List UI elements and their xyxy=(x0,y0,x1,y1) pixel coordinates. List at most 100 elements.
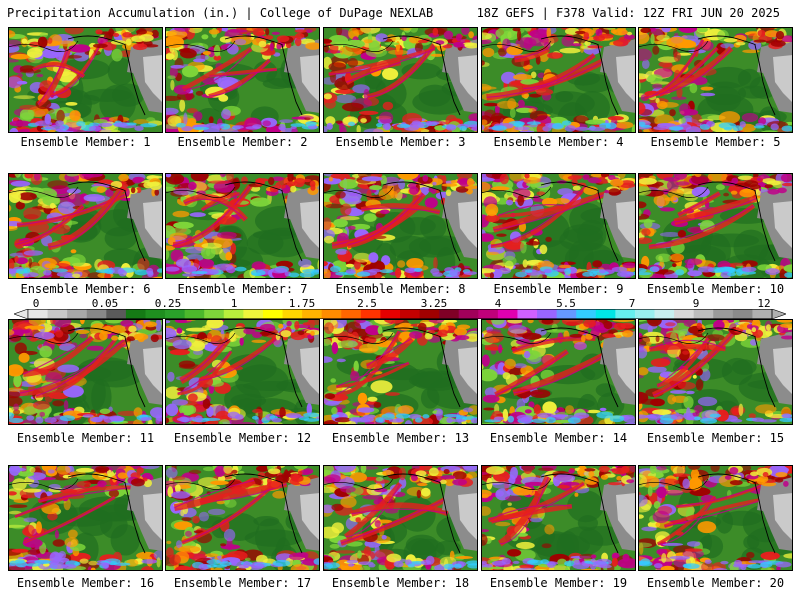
precip-map xyxy=(481,465,636,571)
ensemble-member-map-12 xyxy=(165,319,320,425)
ensemble-member-label: Ensemble Member: 1 xyxy=(20,135,151,149)
ensemble-member-label: Ensemble Member: 4 xyxy=(493,135,624,149)
colorbar-tick-label: 0.05 xyxy=(91,297,119,310)
colorbar-swatch xyxy=(165,309,186,319)
colorbar-tick-label: 9 xyxy=(692,297,700,310)
colorbar-swatch xyxy=(654,309,675,319)
valid-time-title: 18Z GEFS | F378 Valid: 12Z FRI JUN 20 20… xyxy=(476,6,780,20)
ensemble-member-map-6 xyxy=(8,173,163,279)
colorbar-tick-label: 2.5 xyxy=(357,297,377,310)
ensemble-member-map-9 xyxy=(481,173,636,279)
colorbar-tick-label: 5.5 xyxy=(556,297,576,310)
colorbar-swatch xyxy=(223,309,244,319)
ensemble-member-map-4 xyxy=(481,27,636,133)
ensemble-member-label: Ensemble Member: 8 xyxy=(335,282,466,296)
colorbar-tick-label: 3.25 xyxy=(420,297,448,310)
precip-colorbar: 0 0.05 0.25 1 1.75 2.5 3.25 4 5.5 7 9 12 xyxy=(14,297,786,321)
ensemble-member-label: Ensemble Member: 9 xyxy=(493,282,624,296)
colorbar-swatch xyxy=(145,309,166,319)
colorbar-tick-label: 12 xyxy=(757,297,771,310)
colorbar-swatch xyxy=(243,309,264,319)
ensemble-member-label: Ensemble Member: 2 xyxy=(177,135,308,149)
colorbar-swatch xyxy=(478,309,499,319)
precip-map xyxy=(638,319,793,425)
precip-map xyxy=(8,319,163,425)
precip-map xyxy=(8,173,163,279)
precip-map xyxy=(165,319,320,425)
colorbar-tick-label: 7 xyxy=(628,297,636,310)
ensemble-member-label: Ensemble Member: 17 xyxy=(173,576,312,590)
ensemble-member-map-11 xyxy=(8,319,163,425)
ensemble-member-map-17 xyxy=(165,465,320,571)
colorbar-swatch xyxy=(419,309,440,319)
ensemble-member-label: Ensemble Member: 15 xyxy=(646,431,785,445)
colorbar-swatch xyxy=(634,309,655,319)
colorbar-tick-label: 1.75 xyxy=(288,297,316,310)
colorbar-swatch xyxy=(341,309,362,319)
colorbar-swatch xyxy=(47,309,68,319)
colorbar-swatch xyxy=(106,309,127,319)
ensemble-member-label: Ensemble Member: 10 xyxy=(646,282,785,296)
colorbar-swatch xyxy=(674,309,695,319)
precip-map xyxy=(638,173,793,279)
ensemble-member-map-3 xyxy=(323,27,478,133)
precip-map xyxy=(481,319,636,425)
colorbar-swatch xyxy=(204,309,225,319)
colorbar-swatch xyxy=(184,309,205,319)
ensemble-member-map-18 xyxy=(323,465,478,571)
ensemble-member-map-15 xyxy=(638,319,793,425)
ensemble-member-label: Ensemble Member: 5 xyxy=(650,135,781,149)
precip-map xyxy=(165,173,320,279)
colorbar-swatch xyxy=(595,309,616,319)
ensemble-member-label: Ensemble Member: 20 xyxy=(646,576,785,590)
precip-map xyxy=(323,319,478,425)
ensemble-member-label: Ensemble Member: 7 xyxy=(177,282,308,296)
colorbar-swatch xyxy=(732,309,753,319)
precip-map xyxy=(323,465,478,571)
ensemble-member-label: Ensemble Member: 12 xyxy=(173,431,312,445)
colorbar-swatch xyxy=(321,309,342,319)
colorbar-swatch xyxy=(282,309,303,319)
colorbar-swatch xyxy=(28,309,48,319)
colorbar-swatch xyxy=(556,309,577,319)
ensemble-member-map-10 xyxy=(638,173,793,279)
ensemble-member-label: Ensemble Member: 6 xyxy=(20,282,151,296)
ensemble-member-map-8 xyxy=(323,173,478,279)
colorbar-swatch xyxy=(400,309,420,319)
precip-map xyxy=(638,27,793,133)
colorbar-swatch xyxy=(380,309,401,319)
precip-map xyxy=(323,27,478,133)
colorbar-swatch xyxy=(497,309,518,319)
colorbar-swatch xyxy=(67,309,88,319)
colorbar-swatch xyxy=(576,309,597,319)
ensemble-member-map-20 xyxy=(638,465,793,571)
ensemble-member-label: Ensemble Member: 14 xyxy=(489,431,628,445)
ensemble-member-map-1 xyxy=(8,27,163,133)
colorbar-swatch xyxy=(86,309,107,319)
colorbar-swatch xyxy=(615,309,636,319)
colorbar-tick-label: 4 xyxy=(494,297,502,310)
precip-map xyxy=(323,173,478,279)
colorbar-tick-label: 1 xyxy=(230,297,238,310)
colorbar-swatch xyxy=(713,309,734,319)
colorbar-swatch xyxy=(125,309,146,319)
colorbar-tick-label: 0 xyxy=(32,297,40,310)
precip-map xyxy=(165,27,320,133)
ensemble-member-map-19 xyxy=(481,465,636,571)
colorbar-swatch xyxy=(693,309,714,319)
precip-map xyxy=(481,27,636,133)
precip-map xyxy=(165,465,320,571)
ensemble-member-map-14 xyxy=(481,319,636,425)
precip-map xyxy=(638,465,793,571)
ensemble-member-map-7 xyxy=(165,173,320,279)
ensemble-member-label: Ensemble Member: 18 xyxy=(331,576,470,590)
ensemble-member-label: Ensemble Member: 16 xyxy=(16,576,155,590)
figure-title: Precipitation Accumulation (in.) | Colle… xyxy=(7,6,434,20)
ensemble-member-label: Ensemble Member: 11 xyxy=(16,431,155,445)
colorbar-swatch xyxy=(537,309,558,319)
ensemble-member-map-5 xyxy=(638,27,793,133)
precip-map xyxy=(8,465,163,571)
ensemble-member-map-13 xyxy=(323,319,478,425)
colorbar-swatch xyxy=(360,309,381,319)
